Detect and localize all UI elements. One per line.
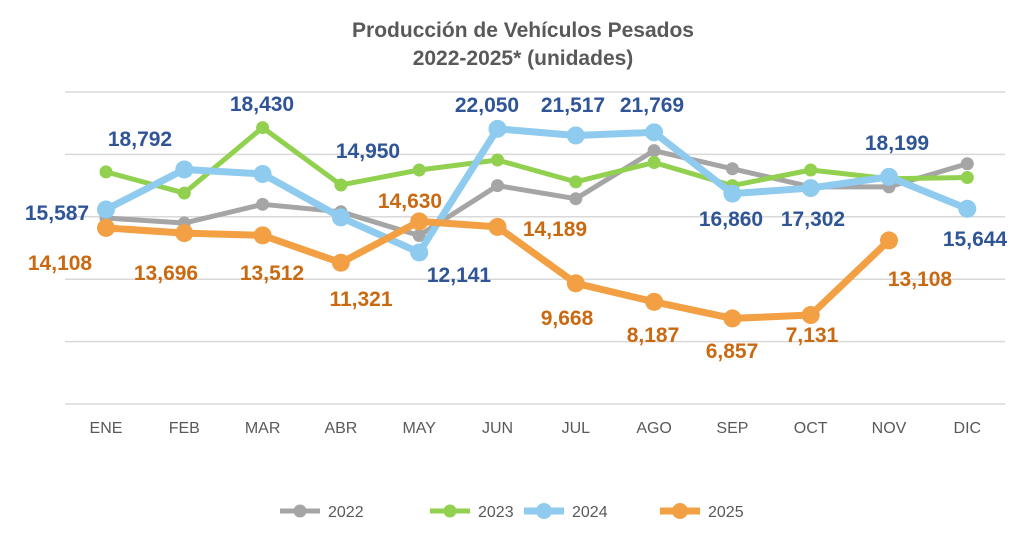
x-tick-label: AGO — [636, 420, 672, 437]
legend-item-2024: 2024 — [524, 503, 608, 521]
series-line-2025 — [105, 217, 892, 322]
x-tick-label: SEP — [716, 420, 748, 437]
chart-title-line-2: 2022-2025* (unidades) — [413, 47, 634, 70]
data-label-2024: 22,050 — [455, 94, 519, 117]
x-tick-label: ABR — [324, 420, 357, 437]
data-point-2025 — [175, 224, 194, 243]
data-point-2024 — [801, 179, 820, 198]
legend-item-2022: 2022 — [280, 504, 364, 521]
x-tick-label: JUL — [562, 420, 591, 437]
data-point-2024 — [723, 184, 742, 203]
legend-item-2023: 2023 — [430, 504, 514, 521]
data-label-2025: 14,189 — [523, 218, 587, 241]
data-label-2024: 21,769 — [620, 94, 684, 117]
data-point-2024 — [566, 126, 585, 145]
data-point-2024 — [958, 199, 977, 218]
series-line-2024 — [104, 125, 969, 256]
series-2024 — [97, 119, 977, 262]
data-point-2023 — [177, 186, 191, 200]
data-label-2024: 14,950 — [336, 140, 400, 163]
data-label-2024: 17,302 — [781, 208, 845, 231]
data-point-2023 — [99, 165, 113, 179]
data-label-2024: 18,430 — [230, 93, 294, 116]
data-point-2024 — [880, 167, 898, 186]
data-point-2024 — [645, 123, 664, 142]
data-point-2025 — [253, 226, 272, 245]
data-label-2024: 18,199 — [865, 132, 929, 155]
data-point-2024 — [488, 119, 507, 138]
data-label-2025: 14,630 — [378, 190, 442, 213]
data-point-2025 — [331, 253, 350, 272]
legend-marker — [672, 503, 688, 519]
data-point-2022 — [412, 229, 426, 243]
data-point-2024 — [331, 208, 350, 227]
x-tick-label: OCT — [794, 420, 828, 437]
data-point-2023 — [960, 170, 974, 184]
data-label-2025: 6,857 — [706, 340, 759, 363]
data-point-2025 — [488, 217, 507, 236]
data-label-2025: 13,512 — [240, 262, 304, 285]
data-label-2025: 11,321 — [329, 288, 392, 311]
data-label-2025: 13,696 — [134, 262, 198, 285]
data-point-2023 — [412, 163, 426, 177]
data-label-2025: 13,108 — [888, 268, 953, 291]
data-point-2025 — [410, 212, 429, 231]
x-tick-label: MAR — [245, 420, 281, 437]
data-point-2024 — [253, 164, 272, 183]
x-tick-label: DIC — [954, 420, 982, 437]
data-label-2024: 12,141 — [427, 264, 492, 287]
legend-label: 2024 — [572, 504, 608, 521]
data-point-2025 — [723, 309, 742, 328]
data-point-2023 — [334, 178, 348, 192]
data-label-2025: 8,187 — [627, 324, 680, 347]
data-point-2022 — [569, 192, 583, 206]
legend-marker — [443, 504, 457, 518]
data-point-2024 — [97, 200, 115, 219]
data-label-2025: 14,108 — [28, 252, 93, 275]
x-tick-label: NOV — [872, 420, 907, 437]
data-point-2023 — [804, 163, 818, 177]
data-point-2022 — [256, 197, 270, 211]
data-point-2024 — [175, 160, 194, 179]
data-label-2024: 16,860 — [699, 208, 763, 231]
legend-marker — [293, 504, 307, 518]
legend-marker — [536, 503, 552, 519]
data-point-2023 — [647, 156, 661, 170]
legend-label: 2023 — [478, 504, 514, 521]
data-label-2024: 15,587 — [25, 202, 89, 225]
chart-title-line-1: Producción de Vehículos Pesados — [352, 19, 694, 42]
data-point-2022 — [960, 157, 974, 171]
data-point-2025 — [645, 292, 664, 311]
legend-label: 2022 — [328, 504, 364, 521]
data-point-2023 — [256, 121, 270, 135]
x-tick-label: JUN — [482, 420, 513, 437]
x-tick-label: MAY — [402, 420, 436, 437]
data-point-2022 — [647, 144, 661, 158]
data-label-2024: 18,792 — [108, 128, 172, 151]
data-point-2023 — [569, 175, 583, 189]
x-tick-label: FEB — [169, 420, 200, 437]
data-point-2023 — [491, 153, 504, 167]
x-tick-label: ENE — [90, 420, 123, 437]
data-point-2022 — [491, 179, 504, 193]
data-point-2022 — [725, 162, 739, 176]
data-point-2025 — [566, 274, 585, 293]
data-point-2025 — [880, 231, 898, 250]
data-label-2024: 15,644 — [943, 228, 1008, 251]
series-line-2023 — [105, 125, 968, 196]
data-point-2025 — [97, 218, 115, 237]
legend-item-2025: 2025 — [660, 503, 744, 521]
data-point-2025 — [801, 306, 820, 325]
data-label-2025: 9,668 — [541, 307, 594, 330]
series-2025 — [97, 212, 898, 328]
data-label-2024: 21,517 — [541, 94, 605, 117]
data-point-2024 — [410, 243, 429, 262]
legend-label: 2025 — [708, 504, 744, 521]
data-label-2025: 7,131 — [786, 324, 839, 347]
